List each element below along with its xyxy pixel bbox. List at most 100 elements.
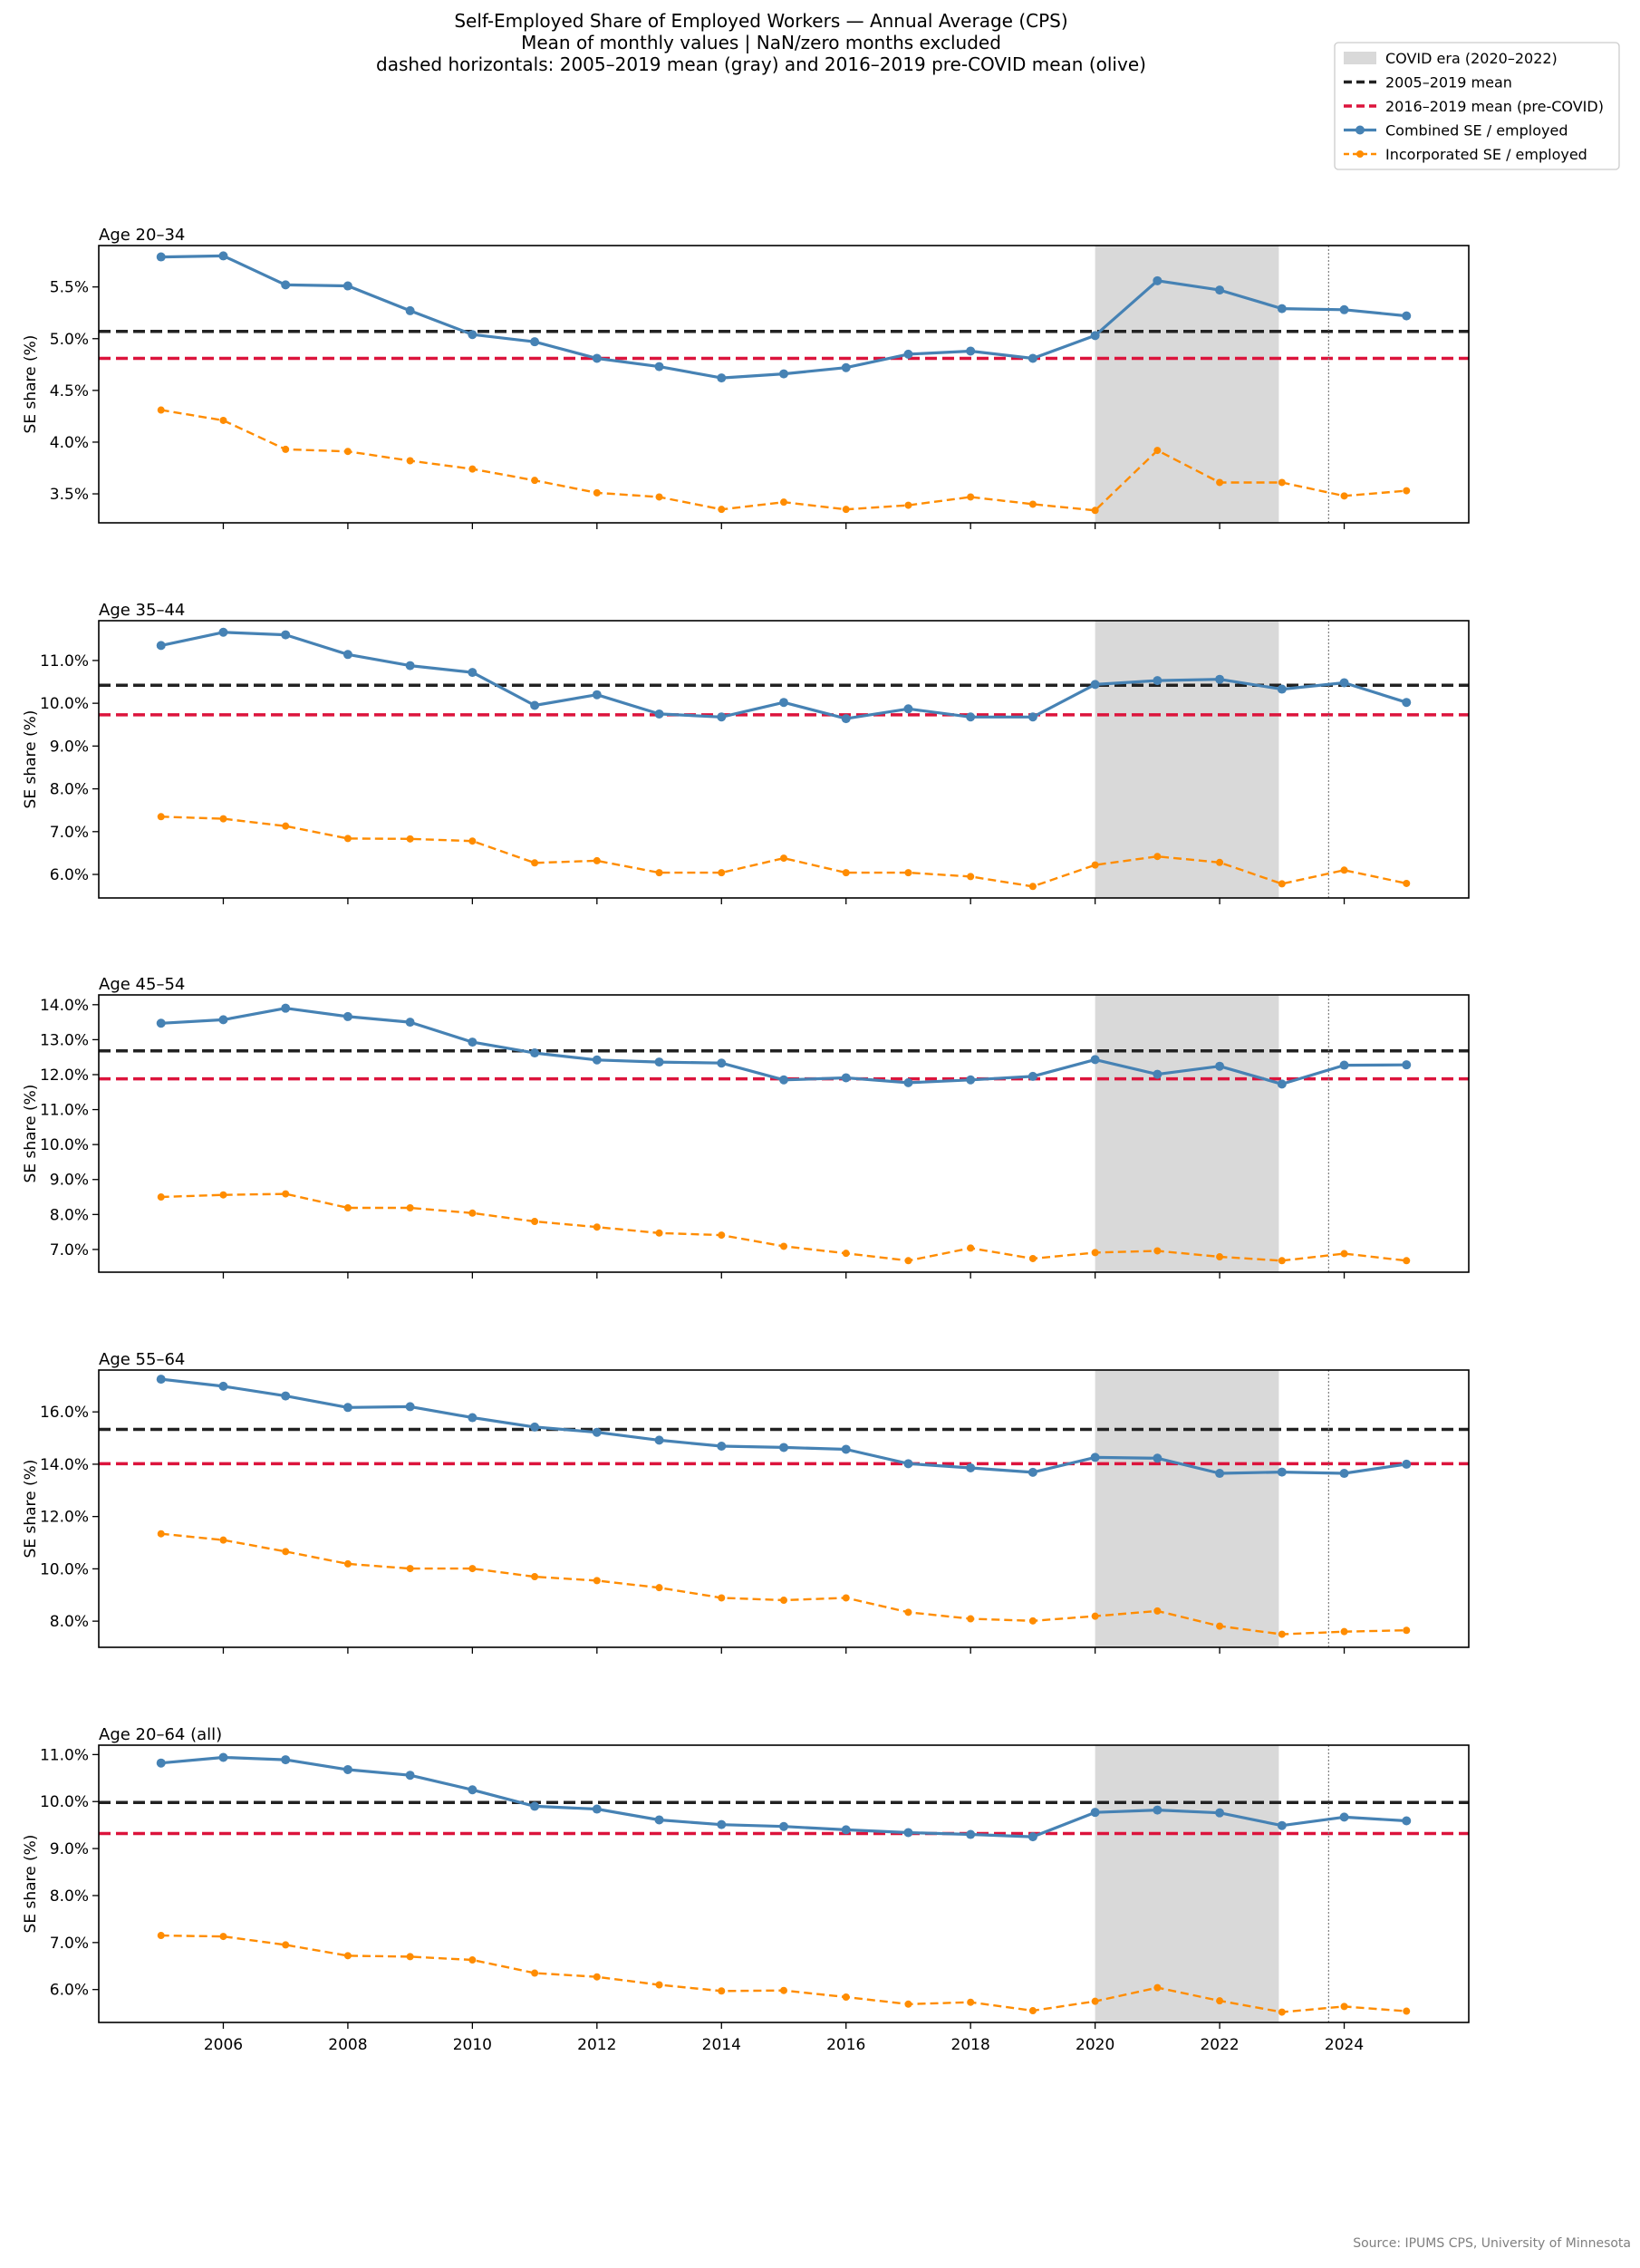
combined-point-2014 [717,373,727,383]
combined-point-2014 [717,1442,727,1452]
incorporated-point-2018 [967,1244,975,1252]
incorporated-point-2007 [282,1941,290,1949]
incorporated-point-2019 [1028,500,1037,508]
combined-point-2008 [342,650,352,660]
y-tick-label: 12.0% [40,1066,89,1085]
covid-shade [1095,1745,1279,2022]
axes-frame [98,620,1470,899]
combined-point-2009 [405,1018,415,1028]
combined-point-2021 [1153,275,1162,285]
combined-point-2007 [281,1391,291,1401]
combined-point-2020 [1090,680,1100,690]
covid-shade [1095,995,1279,1272]
incorporated-point-2006 [219,1536,227,1544]
combined-point-2018 [966,1462,976,1472]
y-axis-label: SE share (%) [22,710,40,809]
incorporated-point-2013 [655,493,663,501]
axes-frame [98,1369,1470,1648]
y-tick-label: 7.0% [50,824,89,842]
incorporated-point-2023 [1278,1257,1286,1265]
combined-point-2011 [530,1048,540,1058]
y-tick-label: 6.0% [50,1982,89,2000]
combined-point-2009 [405,305,415,315]
combined-point-2012 [592,1427,602,1437]
incorporated-point-2006 [219,815,227,823]
combined-point-2009 [405,661,415,671]
combined-point-2013 [654,1435,664,1445]
combined-point-2016 [841,362,851,372]
combined-point-2023 [1277,1079,1287,1089]
incorporated-point-2014 [718,506,726,514]
y-tick-label: 8.0% [50,1206,89,1224]
combined-point-2014 [717,1819,727,1829]
combined-point-2005 [156,252,166,262]
combined-point-2009 [405,1402,415,1412]
combined-point-2015 [779,1075,788,1085]
axes-frame [98,994,1470,1273]
incorporated-point-2021 [1153,853,1162,861]
combined-point-2024 [1339,678,1349,688]
incorporated-point-2023 [1278,880,1286,888]
x-tick-label: 2006 [204,2036,243,2054]
combined-point-2017 [903,1077,913,1087]
combined-point-2023 [1277,1820,1287,1830]
incorporated-point-2007 [282,1190,290,1198]
panel-4: 8.0% 10.0% 12.0% 14.0% 16.0% Age 55–64 SE shar… [22,1350,1470,1654]
incorporated-point-2018 [967,873,975,881]
combined-point-2025 [1402,311,1412,321]
incorporated-point-2007 [282,822,290,830]
y-tick-label: 7.0% [50,1241,89,1259]
y-tick-label: 10.0% [40,695,89,713]
incorporated-point-2022 [1216,1253,1224,1261]
incorporated-point-2009 [406,1565,414,1573]
combined-point-2019 [1027,1467,1037,1477]
incorporated-point-2023 [1278,2008,1286,2016]
y-axis-label: SE share (%) [22,1835,40,1934]
combined-point-2010 [468,330,478,340]
incorporated-point-2024 [1340,2003,1348,2011]
incorporated-point-2008 [343,1952,352,1960]
y-tick-label: 8.0% [50,1887,89,1906]
incorporated-point-2025 [1403,487,1411,495]
combined-point-2007 [281,280,291,290]
incorporated-point-2010 [468,837,477,845]
y-tick-label: 9.0% [50,1172,89,1190]
panel-title: Age 45–54 [99,975,185,994]
incorporated-point-2006 [219,1191,227,1199]
incorporated-point-2025 [1403,1626,1411,1635]
incorporated-point-2007 [282,445,290,453]
combined-point-2007 [281,630,291,640]
combined-point-2007 [281,1755,291,1765]
combined-point-2023 [1277,684,1287,694]
incorporated-point-2005 [157,1530,165,1538]
combined-point-2006 [218,627,228,637]
y-tick-label: 10.0% [40,1136,89,1154]
incorporated-point-2009 [406,835,414,843]
legend-item-combined: Combined SE / employed [1344,122,1568,140]
combined-point-2009 [405,1771,415,1781]
y-tick-label: 11.0% [40,652,89,671]
combined-point-2021 [1153,1069,1162,1079]
legend-label: COVID era (2020–2022) [1385,50,1558,67]
combined-point-2019 [1027,1832,1037,1842]
combined-point-2011 [530,700,540,710]
legend-item-mean_pre: 2016–2019 mean (pre-COVID) [1344,98,1604,115]
panel-title: Age 55–64 [99,1350,185,1369]
panel-3: 7.0% 8.0% 9.0% 10.0% 11.0% 12.0% 13.0% 14.0% Age… [22,975,1470,1279]
combined-point-2005 [156,1758,166,1768]
combined-point-2021 [1153,676,1162,686]
combined-point-2012 [592,353,602,363]
combined-point-2025 [1402,1060,1412,1070]
incorporated-point-2023 [1278,1630,1286,1638]
incorporated-point-2023 [1278,478,1286,487]
combined-point-2018 [966,712,976,722]
incorporated-point-2016 [842,1993,850,2001]
combined-point-2022 [1215,1469,1225,1479]
legend-item-covid: COVID era (2020–2022) [1344,50,1558,67]
combined-point-2015 [779,369,788,379]
combined-point-2022 [1215,1808,1225,1818]
combined-point-2012 [592,1055,602,1065]
legend-item-incorporated: Incorporated SE / employed [1344,146,1587,163]
combined-point-2010 [468,668,478,678]
